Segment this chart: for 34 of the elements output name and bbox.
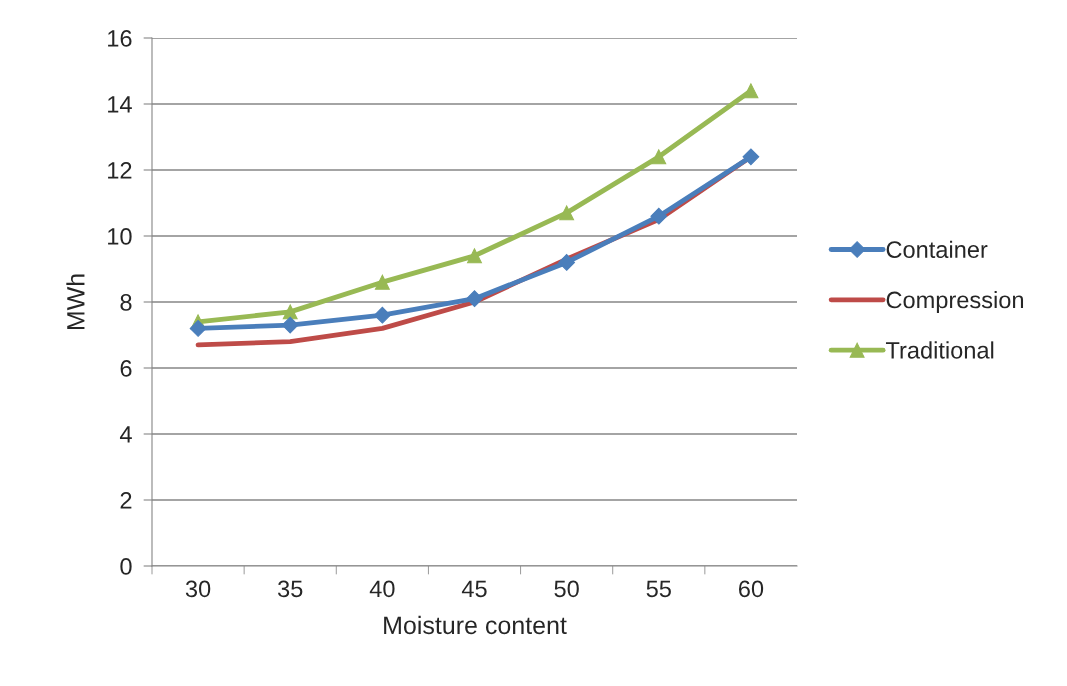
y-tick-label: 10 (108, 228, 132, 245)
point (467, 248, 482, 264)
x-tick-label: 60 (739, 580, 764, 598)
x-tick-label: 55 (646, 580, 671, 598)
point (281, 316, 299, 334)
x-tick-label: 45 (461, 580, 487, 598)
x-axis-title: Moisture content (384, 615, 567, 635)
y-tick-label: 6 (120, 360, 132, 377)
point (282, 304, 298, 320)
point (650, 207, 668, 225)
x-tick-label: 50 (554, 580, 579, 598)
y-axis-title: MWh (66, 274, 85, 330)
y-tick-label: 2 (120, 492, 132, 509)
x-tick-label: 35 (277, 580, 303, 598)
point (651, 149, 667, 165)
legend-label: Traditional (885, 341, 994, 359)
point (559, 205, 575, 221)
legend-label: Compression (886, 290, 1024, 313)
y-tick-label: 0 (120, 558, 132, 575)
y-tick-label: 16 (108, 30, 132, 47)
y-tick-label: 8 (120, 294, 132, 311)
point (466, 290, 483, 308)
x-tick-label: 40 (369, 580, 395, 598)
point (558, 254, 576, 271)
y-tick-label: 4 (119, 426, 132, 443)
point (189, 320, 207, 337)
point (374, 274, 390, 290)
point (742, 148, 760, 166)
y-tick-label: 12 (108, 162, 132, 179)
point (743, 83, 759, 99)
legend-label: Container (886, 240, 988, 258)
point (373, 306, 391, 324)
y-tick-label: 14 (108, 96, 132, 113)
x-tick-label: 30 (185, 580, 211, 598)
